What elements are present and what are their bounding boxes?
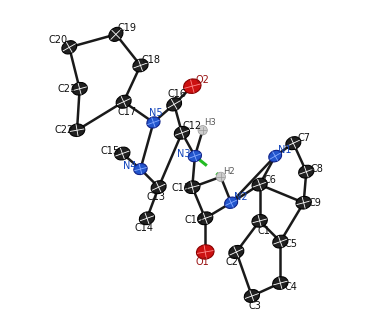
Text: C6: C6 — [263, 175, 276, 185]
Ellipse shape — [244, 290, 259, 302]
Text: C18: C18 — [142, 55, 161, 65]
Text: H2: H2 — [223, 167, 235, 176]
Text: O2: O2 — [196, 75, 210, 85]
Text: C4: C4 — [284, 282, 297, 292]
Ellipse shape — [269, 150, 282, 162]
Ellipse shape — [116, 95, 131, 108]
Ellipse shape — [109, 27, 123, 41]
Text: C11: C11 — [172, 183, 191, 194]
Ellipse shape — [273, 235, 288, 248]
Ellipse shape — [296, 196, 311, 209]
Ellipse shape — [134, 164, 147, 175]
Ellipse shape — [147, 117, 160, 128]
Text: N3: N3 — [177, 148, 191, 158]
Text: C19: C19 — [117, 23, 136, 33]
Text: C3: C3 — [248, 301, 261, 311]
Ellipse shape — [273, 277, 288, 289]
Ellipse shape — [72, 83, 87, 95]
Circle shape — [198, 125, 207, 135]
Text: C2: C2 — [226, 257, 239, 267]
Text: C10: C10 — [185, 215, 204, 225]
Text: C9: C9 — [308, 198, 321, 208]
Text: H3: H3 — [204, 118, 216, 127]
Ellipse shape — [62, 41, 77, 54]
Ellipse shape — [252, 214, 267, 227]
Ellipse shape — [197, 212, 213, 225]
Ellipse shape — [115, 147, 130, 160]
Ellipse shape — [174, 126, 189, 139]
Text: C15: C15 — [100, 146, 120, 156]
Text: C8: C8 — [311, 164, 324, 174]
Ellipse shape — [69, 124, 85, 137]
Text: N1: N1 — [278, 145, 292, 156]
Text: C17: C17 — [118, 107, 137, 116]
Text: C14: C14 — [135, 223, 154, 233]
Ellipse shape — [133, 59, 148, 72]
Text: N2: N2 — [234, 192, 248, 202]
Text: C7: C7 — [297, 133, 310, 143]
Ellipse shape — [139, 212, 155, 225]
Text: C5: C5 — [285, 239, 298, 249]
Ellipse shape — [286, 137, 301, 150]
Text: C21: C21 — [58, 84, 77, 94]
Ellipse shape — [252, 178, 267, 191]
Text: C1: C1 — [257, 226, 270, 236]
Ellipse shape — [184, 79, 201, 93]
Ellipse shape — [188, 150, 201, 162]
Text: N5: N5 — [149, 108, 163, 117]
Text: C22: C22 — [55, 125, 74, 135]
Text: C13: C13 — [147, 192, 165, 202]
Text: N4: N4 — [123, 162, 136, 172]
Text: C16: C16 — [167, 90, 186, 100]
Ellipse shape — [299, 165, 314, 178]
Ellipse shape — [151, 181, 166, 194]
Ellipse shape — [229, 245, 244, 259]
Ellipse shape — [185, 181, 200, 194]
Text: C12: C12 — [183, 121, 202, 131]
Text: O1: O1 — [196, 257, 210, 267]
Ellipse shape — [196, 245, 214, 259]
Ellipse shape — [167, 98, 181, 111]
Text: C20: C20 — [48, 35, 67, 44]
Ellipse shape — [225, 197, 238, 208]
Circle shape — [216, 172, 225, 181]
